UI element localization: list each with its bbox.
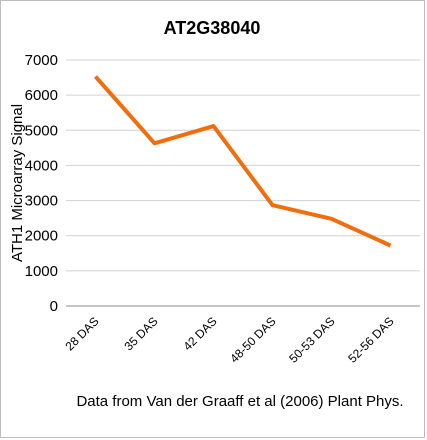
y-axis-tick-labels: 0 1000 2000 3000 4000 5000 6000 7000 (25, 52, 58, 315)
y-tick-label: 6000 (25, 87, 58, 104)
chart-title: AT2G38040 (164, 18, 261, 38)
y-tick-label: 0 (50, 298, 58, 315)
x-tick-label: 35 DAS (121, 314, 160, 353)
y-tick-label: 2000 (25, 228, 58, 245)
x-tick-label: 48-50 DAS (227, 314, 278, 365)
grid-lines (66, 59, 420, 272)
y-tick-label: 3000 (25, 193, 58, 210)
y-tick-label: 7000 (25, 52, 58, 69)
y-tick-label: 1000 (25, 263, 58, 280)
y-tick-label: 4000 (25, 157, 58, 174)
source-note: Data from Van der Graaff et al (2006) Pl… (76, 393, 404, 410)
x-axis-tick-labels: 28 DAS 35 DAS 42 DAS 48-50 DAS 50-53 DAS 52-5… (62, 314, 396, 365)
x-tick-label: 28 DAS (62, 314, 101, 353)
y-axis-label: ATH1 Microarray Signal (9, 104, 26, 262)
y-tick-label: 5000 (25, 122, 58, 139)
x-tick-label: 42 DAS (180, 314, 219, 353)
x-tick-label: 52-56 DAS (345, 314, 396, 365)
x-tick-label: 50-53 DAS (286, 314, 337, 365)
series-line (94, 75, 392, 248)
